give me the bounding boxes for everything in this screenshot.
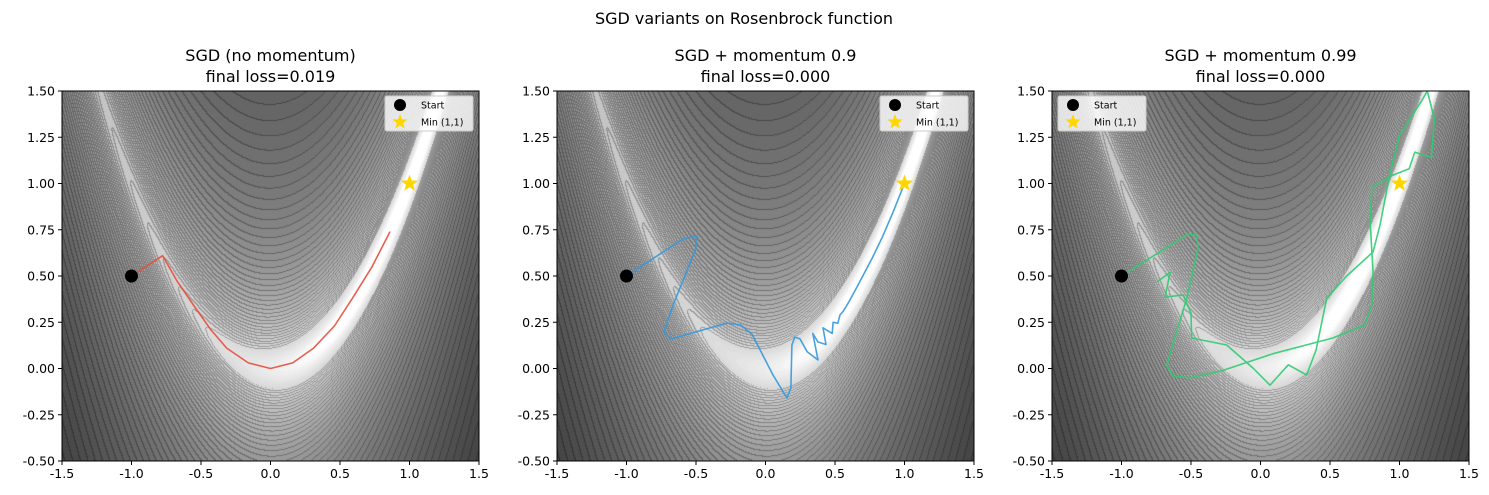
x-tick-label: 0.5 — [825, 466, 845, 481]
y-tick-label: 0.75 — [27, 222, 55, 237]
x-tick-label: -0.5 — [1179, 466, 1203, 481]
x-tick-label: -1.0 — [614, 466, 638, 481]
axes-frame — [1051, 90, 1470, 462]
x-tick-label: 1.0 — [895, 466, 915, 481]
legend-min-marker — [887, 114, 903, 129]
x-tick-label: -1.5 — [50, 466, 74, 481]
y-tick-label: 1.25 — [27, 130, 55, 145]
x-tick-label: -1.0 — [1109, 466, 1133, 481]
x-tick-label: -1.5 — [1040, 466, 1064, 481]
x-tick-label: 1.5 — [469, 466, 489, 481]
axes-frame — [61, 90, 480, 462]
subplot-title: SGD + momentum 0.9 — [675, 46, 857, 65]
x-tick-label: -0.5 — [684, 466, 708, 481]
start-point-marker — [1115, 269, 1128, 283]
y-tick-label: 0.50 — [522, 269, 550, 284]
y-tick-label: 0.75 — [522, 222, 550, 237]
y-tick-label: -0.50 — [23, 454, 55, 469]
axes-frame — [556, 90, 975, 462]
y-tick-label: 0.25 — [27, 315, 55, 330]
y-tick-label: 1.00 — [1017, 176, 1045, 191]
legend-box — [1057, 95, 1147, 132]
x-tick-label: 0.5 — [1320, 466, 1340, 481]
y-tick-label: -0.25 — [1013, 407, 1045, 422]
minimum-star-marker — [400, 174, 419, 191]
y-tick-label: 1.50 — [1017, 84, 1045, 99]
trajectory-line — [1121, 91, 1436, 386]
y-tick-label: 0.75 — [1017, 222, 1045, 237]
y-tick-label: 1.25 — [522, 130, 550, 145]
subplot-1: SGD + momentum 0.9 final loss=0.000 -1.5 -1… — [518, 46, 984, 481]
subplot-subtitle: final loss=0.019 — [206, 67, 336, 86]
legend: Start Min (1,1) — [879, 95, 969, 132]
y-tick-label: 0.25 — [522, 315, 550, 330]
trajectory-line — [626, 183, 906, 399]
legend: Start Min (1,1) — [384, 95, 474, 132]
legend-min-label: Min (1,1) — [916, 118, 958, 129]
legend-box — [384, 95, 474, 132]
y-tick-label: 0.25 — [1017, 315, 1045, 330]
x-tick-label: 1.5 — [964, 466, 984, 481]
y-tick-label: 1.50 — [522, 84, 550, 99]
y-tick-label: -0.25 — [518, 407, 550, 422]
y-tick-label: 0.50 — [1017, 269, 1045, 284]
legend-start-label: Start — [1094, 101, 1117, 112]
legend-min-label: Min (1,1) — [1094, 118, 1136, 129]
y-tick-label: -0.50 — [518, 454, 550, 469]
y-tick-label: 1.00 — [522, 176, 550, 191]
legend-start-marker — [394, 99, 406, 111]
y-tick-label: 0.00 — [27, 361, 55, 376]
legend-box — [879, 95, 969, 132]
legend: Start Min (1,1) — [1057, 95, 1147, 132]
legend-start-label: Start — [421, 101, 444, 112]
legend-min-label: Min (1,1) — [421, 118, 463, 129]
start-point-marker — [125, 269, 138, 283]
x-tick-label: 1.0 — [400, 466, 420, 481]
x-tick-label: -1.5 — [545, 466, 569, 481]
y-tick-label: 1.00 — [27, 176, 55, 191]
y-tick-label: -0.25 — [23, 407, 55, 422]
x-tick-label: 0.5 — [330, 466, 350, 481]
legend-min-marker — [392, 114, 408, 129]
minimum-star-marker — [895, 174, 914, 191]
y-tick-label: 0.50 — [27, 269, 55, 284]
x-tick-label: -0.5 — [189, 466, 213, 481]
subplot-title: SGD + momentum 0.99 — [1164, 46, 1356, 65]
subplot-0: SGD (no momentum) final loss=0.019 -1.5 -1.… — [23, 46, 489, 481]
trajectory-line — [131, 231, 391, 370]
legend-start-marker — [1067, 99, 1079, 111]
y-tick-label: 0.00 — [1017, 361, 1045, 376]
subplot-title: SGD (no momentum) — [185, 46, 355, 65]
x-tick-label: 1.5 — [1459, 466, 1479, 481]
legend-min-marker — [1065, 114, 1081, 129]
x-tick-label: 0.0 — [261, 466, 281, 481]
legend-start-marker — [889, 99, 901, 111]
x-tick-label: -1.0 — [119, 466, 143, 481]
y-tick-label: 1.50 — [27, 84, 55, 99]
x-tick-label: 0.0 — [1251, 466, 1271, 481]
x-tick-label: 1.0 — [1390, 466, 1410, 481]
legend-start-label: Start — [916, 101, 939, 112]
x-tick-label: 0.0 — [756, 466, 776, 481]
minimum-star-marker — [1390, 174, 1409, 191]
y-tick-label: 1.25 — [1017, 130, 1045, 145]
figure-title: SGD variants on Rosenbrock function — [595, 9, 893, 28]
y-tick-label: 0.00 — [522, 361, 550, 376]
start-point-marker — [620, 269, 633, 283]
subplot-subtitle: final loss=0.000 — [701, 67, 831, 86]
y-tick-label: -0.50 — [1013, 454, 1045, 469]
subplot-subtitle: final loss=0.000 — [1196, 67, 1326, 86]
